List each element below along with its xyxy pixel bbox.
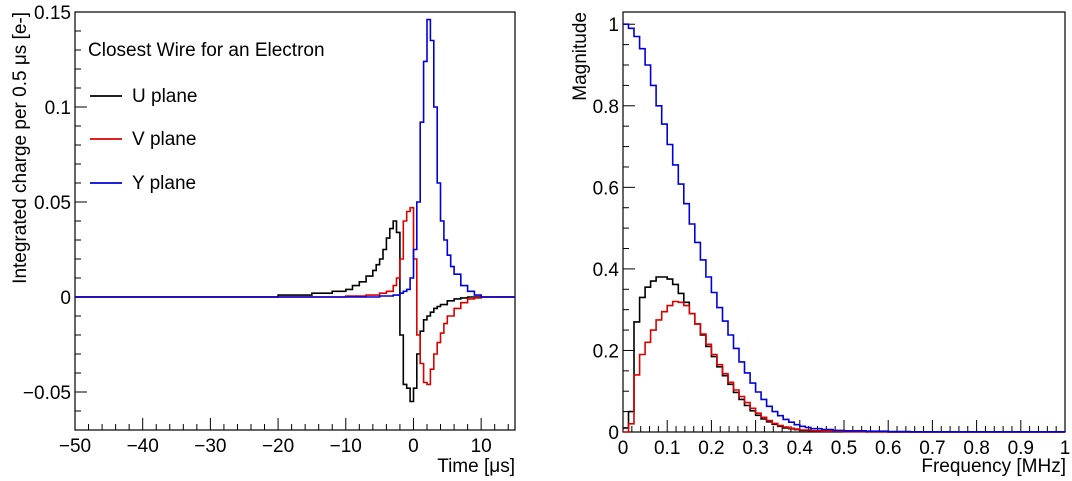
left-y-plane-line xyxy=(75,18,515,298)
y-axis-label-right: Magnitude xyxy=(570,12,591,101)
legend-label-u: U plane xyxy=(132,86,198,107)
right-series-1-line xyxy=(623,276,1065,433)
x-tick-label: 0.9 xyxy=(1008,438,1034,459)
right-series-group xyxy=(623,23,1066,433)
y-tick-label: 1 xyxy=(608,15,619,36)
right-axis-ticks: 0 0.1 0.2 0.3 0.4 0.5 0.6 0.7 0.8 0.9 1 0 0.2 0.4 0.6 0… xyxy=(593,15,1071,459)
x-tick-label: −50 xyxy=(59,436,91,457)
right-series-2-line xyxy=(623,300,1065,433)
x-axis-label-left: Time [μs] xyxy=(437,456,515,477)
right-series-3-line xyxy=(623,23,1066,433)
x-tick-label: 0.1 xyxy=(654,438,680,459)
x-tick-label: 0.2 xyxy=(698,438,724,459)
y-tick-label: 0.6 xyxy=(593,178,619,199)
y-tick-label: 0 xyxy=(608,423,619,444)
x-tick-label: −10 xyxy=(330,436,362,457)
x-tick-label: 0.4 xyxy=(787,438,814,459)
left-v-plane-line xyxy=(75,206,515,386)
legend-label-v: V plane xyxy=(132,129,196,150)
legend: Closest Wire for an Electron U plane V p… xyxy=(88,40,325,194)
x-tick-label: −20 xyxy=(262,436,294,457)
x-tick-label: 1 xyxy=(1060,438,1071,459)
x-tick-label: 0 xyxy=(618,438,629,459)
time-domain-panel: −50 −40 −30 −20 −10 0 10 −0.05 0 0.05 0.1 0.15 Clos… xyxy=(10,3,516,477)
y-tick-label: 0.05 xyxy=(34,193,71,214)
x-tick-label: 0.6 xyxy=(875,438,901,459)
y-tick-label: 0.8 xyxy=(593,97,619,118)
y-axis-label-left: Integrated charge per 0.5 μs [e-] xyxy=(10,12,31,284)
x-tick-label: 0.3 xyxy=(742,438,768,459)
frequency-domain-panel: 0 0.1 0.2 0.3 0.4 0.5 0.6 0.7 0.8 0.9 1 0 0.2 0.4 0.6 0… xyxy=(570,11,1071,477)
x-tick-label: −40 xyxy=(127,436,159,457)
y-tick-label: 0.1 xyxy=(45,98,71,119)
y-tick-label: 0.4 xyxy=(593,260,620,281)
left-axis-ticks: −50 −40 −30 −20 −10 0 10 −0.05 0 0.05 0.1 0.15 xyxy=(23,3,509,457)
x-tick-label: −30 xyxy=(194,436,226,457)
x-tick-label: 0.5 xyxy=(831,438,857,459)
y-tick-label: 0.2 xyxy=(593,341,619,362)
legend-title: Closest Wire for an Electron xyxy=(88,40,325,61)
y-tick-label: −0.05 xyxy=(23,383,71,404)
x-axis-label-right: Frequency [MHz] xyxy=(921,456,1066,477)
left-u-plane-line xyxy=(75,220,515,403)
left-series-group xyxy=(75,18,515,403)
legend-label-y: Y plane xyxy=(132,173,196,194)
x-tick-label: 0.8 xyxy=(963,438,989,459)
x-tick-label: 10 xyxy=(471,436,492,457)
y-tick-label: 0.15 xyxy=(34,3,71,24)
plot-frame-left xyxy=(74,11,516,431)
y-tick-label: 0 xyxy=(60,288,71,309)
x-tick-label: 0.7 xyxy=(919,438,945,459)
x-tick-label: 0 xyxy=(408,436,419,457)
